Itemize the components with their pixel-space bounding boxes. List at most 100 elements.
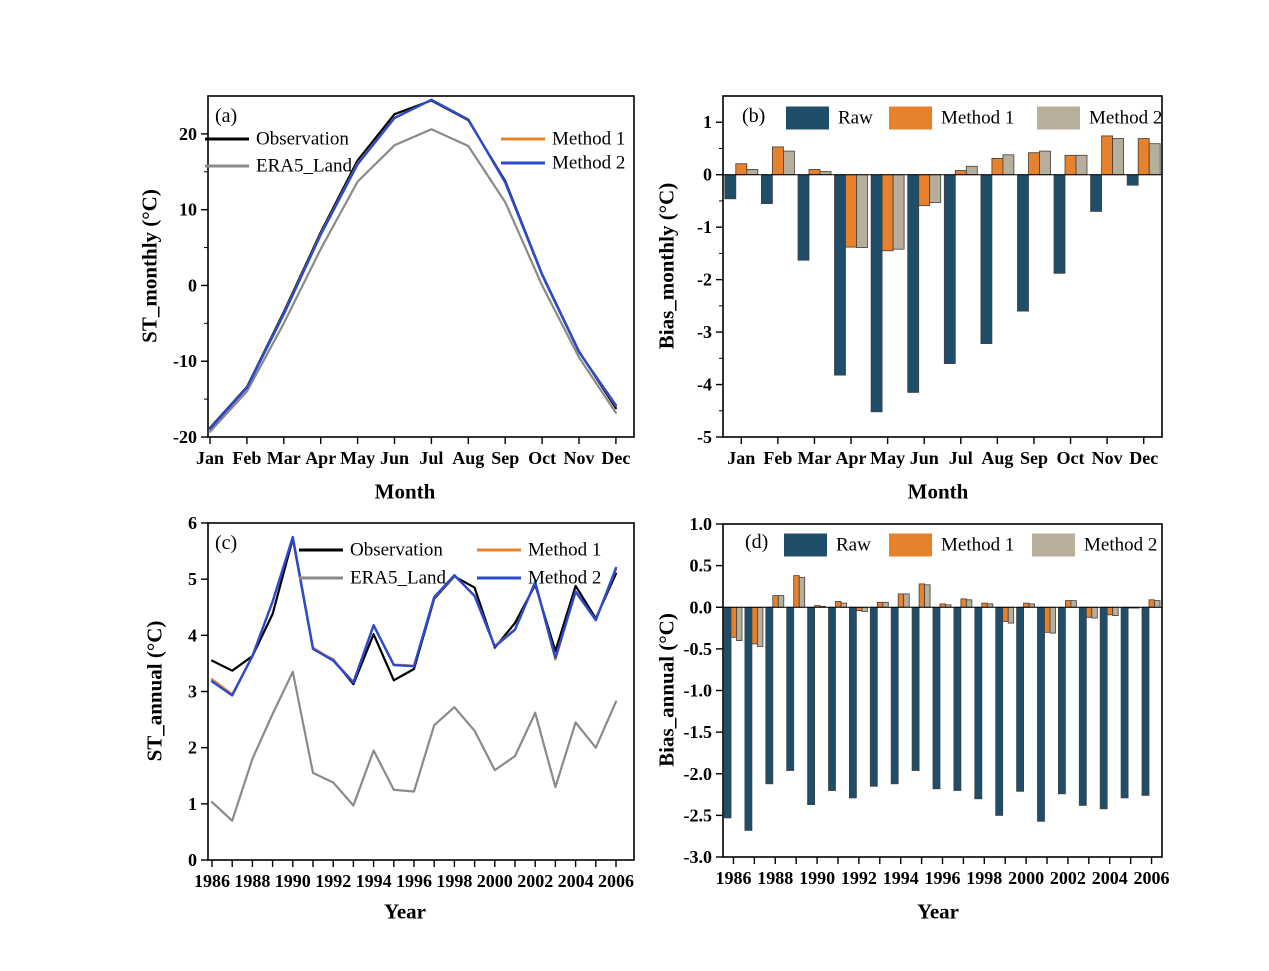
panel-c-ytick-label: 1 [188,794,197,814]
panel-a-xtick-label: Jun [380,448,409,468]
bar-method1-Sep [1028,152,1040,176]
bar-method1-1996 [939,603,946,608]
bar-method2-Feb [783,150,795,176]
bar-method2-2000 [1028,603,1035,608]
panel-d-xtick-label: 1998 [966,868,1002,888]
panel-b-xtick-label: Nov [1092,448,1123,468]
legend-label: Raw [836,534,871,556]
panel-b-xtick-label: Dec [1129,448,1158,468]
panel-d-bars-raw [723,606,1150,831]
bar-method1-1995 [918,583,925,608]
panel-d-xtick-label: 1992 [841,868,877,888]
bar-method2-1999 [1007,606,1015,624]
bar-raw-2000 [1016,606,1024,792]
panel-d-ytick-label: 1.0 [690,514,713,534]
legend-c-era5-land: ERA5_Land [299,569,446,588]
bar-method2-1995 [924,584,931,608]
panel-a-ytick-label: 0 [188,275,197,295]
bar-raw-Feb [761,174,773,204]
panel-d-ytick-label: -0.5 [684,639,713,659]
panel-a-xtick-label: May [340,448,375,468]
panel-c-xtick-label: 1994 [356,871,392,891]
panel-d-xtick-label: 1996 [925,868,961,888]
bar-raw-Sep [1017,174,1029,312]
bar-raw-Dec [1126,174,1139,186]
panel-a-xtick-label: Feb [232,448,261,468]
panel-c-xtick-label: 1990 [275,871,311,891]
panel-d-xtick-label: 1988 [757,868,793,888]
panel-b-ytick-label: -4 [697,375,712,395]
panel-b-xtick-label: Jun [910,448,939,468]
legend-c-method2: Method 2 [477,569,601,588]
bar-method2-2004 [1112,606,1119,616]
bar-method1-Apr [845,174,857,248]
bar-method1-Jan [735,163,748,176]
bar-raw-Apr [834,174,846,376]
panel-c-tag: (c) [215,532,238,554]
legend-label: Method 2 [1084,534,1158,556]
bar-method2-1988 [777,595,785,608]
bar-method1-Jun [918,174,931,207]
bar-method2-1998 [986,603,994,608]
panel-b-xlabel: Month [907,479,969,504]
panel-d-tag: (d) [745,531,769,553]
bar-method1-1986 [730,606,737,638]
panel-b-xtick-label: Mar [797,448,831,468]
panel-b-plot: 1 0 -1 -2 -3 -4 -5 Jan Feb Mar Apr May Jun Jul Aug Sep O… [697,95,1163,468]
legend-a-era5-land: ERA5_Land [205,157,352,176]
legend-a-method2: Method 2 [501,154,625,173]
panel-d-ytick-label: -2.0 [684,764,713,784]
legend-d-method1: Method 1 [889,533,1014,557]
panel-d-xtick-label: 2000 [1008,868,1044,888]
bar-method1-Dec [1137,138,1150,176]
panel-a-ylabel: ST_monthly (°C) [137,189,162,343]
bar-method2-1992 [861,606,868,612]
panel-b-ytick-label: -3 [697,322,712,342]
legend-label: Method 2 [1089,107,1163,129]
panel-d-xtick-label: 1990 [799,868,835,888]
method1-line-swatch [477,548,521,552]
method1-bar-swatch [889,106,932,130]
panel-b-bars-raw [724,174,1139,413]
observation-line-swatch [299,548,343,552]
legend-label: Method 1 [552,128,626,150]
panel-b-xtick-label: Aug [981,448,1013,468]
bar-method2-Jun [929,174,942,203]
bar-raw-1998 [974,606,983,800]
panel-c-xtick-label: 1988 [234,871,270,891]
bar-method1-1994 [897,593,905,608]
bar-method2-1987 [757,606,764,647]
legend-c-method1: Method 1 [477,541,601,560]
legend-label: ERA5_Land [256,155,353,177]
bar-method1-Oct [1064,154,1077,176]
bar-method1-1999 [1002,606,1009,622]
bar-raw-1991 [828,606,836,791]
bar-method2-2006 [1154,600,1161,608]
legend-b-method2: Method 2 [1037,106,1163,130]
legend-label: Method 1 [528,539,602,561]
bar-raw-Oct [1053,174,1066,274]
panel-a-xtick-label: Sep [491,448,519,468]
panel-a-ytick-label: 20 [179,124,197,144]
observation-line-swatch [205,137,249,141]
panel-a-frame [207,95,635,438]
panel-a-xtick-label: Oct [528,448,556,468]
legend-d-raw: Raw [784,533,871,557]
bar-method2-Jan [746,168,759,175]
panel-b-ytick-label: -2 [697,270,712,290]
bar-raw-1989 [786,606,795,771]
panel-c-xtick-label: 2000 [477,871,513,891]
panel-c-ylabel: ST_annual (°C) [142,620,167,762]
bar-method2-1986 [736,606,743,641]
bar-raw-1992 [849,606,857,799]
era5-land-line-swatch [205,164,249,168]
bar-method1-1997 [960,598,967,608]
legend-label: Observation [256,128,349,150]
bar-method1-2002 [1065,600,1072,608]
bar-method2-Jul [965,165,978,176]
panel-a-xtick-label: Aug [452,448,484,468]
bar-method1-1988 [772,595,779,608]
